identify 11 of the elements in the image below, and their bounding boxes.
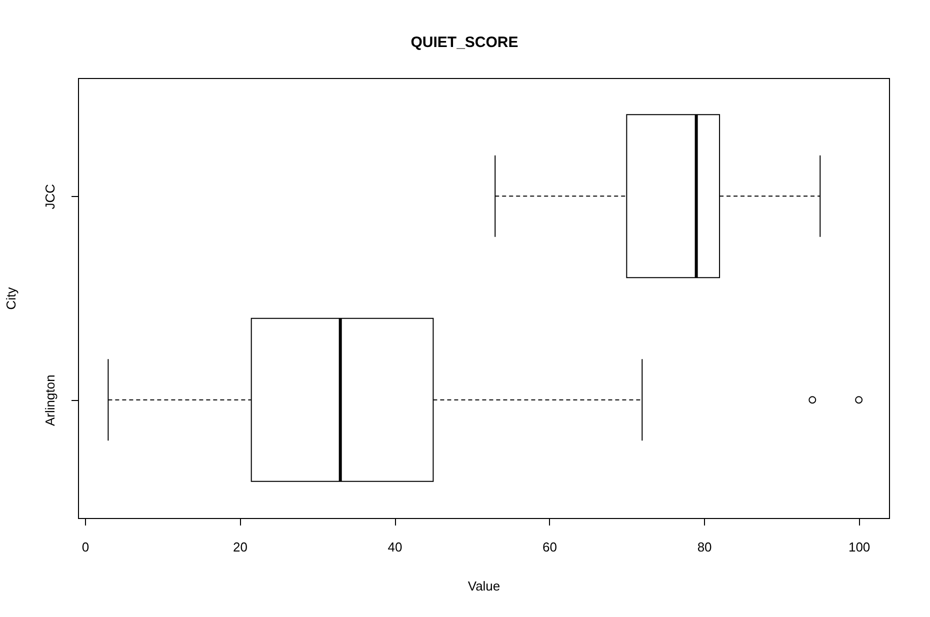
y-axis-title: City bbox=[4, 286, 18, 310]
y-tick-label: Arlington bbox=[42, 374, 58, 426]
x-tick-label: 80 bbox=[697, 540, 712, 554]
x-tick-label: 60 bbox=[542, 540, 558, 554]
x-tick-label: 40 bbox=[388, 540, 402, 554]
y-tick-label: JCC bbox=[42, 184, 58, 210]
x-axis-title: Value bbox=[468, 578, 500, 594]
chart-title: QUIET_SCORE bbox=[410, 34, 518, 51]
x-tick-label: 100 bbox=[848, 540, 870, 554]
x-tick-label: 0 bbox=[82, 540, 90, 554]
x-tick-label: 20 bbox=[233, 540, 248, 554]
